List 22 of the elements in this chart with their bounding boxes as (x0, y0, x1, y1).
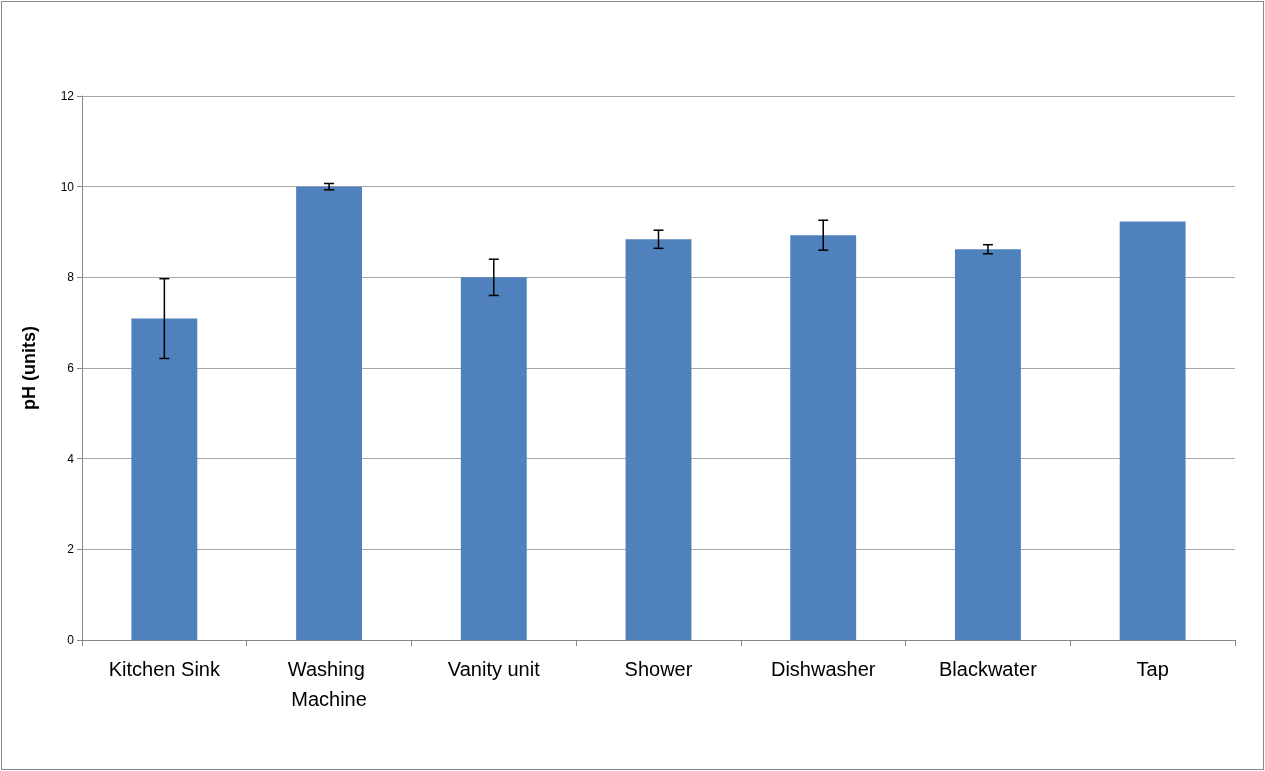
x-tick-label: Vanity unit (447, 658, 541, 680)
y-tick-label: 4 (67, 451, 75, 466)
bar (1119, 221, 1186, 640)
y-tick-label: 6 (67, 361, 75, 375)
bar (790, 235, 857, 640)
x-tick-label: Tap (1136, 658, 1169, 680)
y-tick-label: 10 (60, 179, 75, 194)
y-tick-label: 0 (67, 633, 75, 647)
y-tick-label: 8 (67, 270, 75, 285)
y-tick-label: 2 (67, 542, 75, 557)
bar (954, 249, 1021, 640)
bar (131, 318, 198, 640)
x-tick-label: Dishwasher (770, 658, 876, 680)
bar (625, 239, 692, 640)
bar (460, 277, 527, 640)
bar (296, 186, 363, 640)
x-tick-label: Blackwater (939, 658, 1038, 680)
x-tick-label: Shower (624, 658, 693, 680)
x-tick-label: Washing Machine (287, 658, 371, 710)
y-tick-label: 12 (60, 89, 75, 103)
x-tick-label: Kitchen Sink (108, 658, 221, 680)
y-axis-title: pH (units) (19, 326, 39, 410)
